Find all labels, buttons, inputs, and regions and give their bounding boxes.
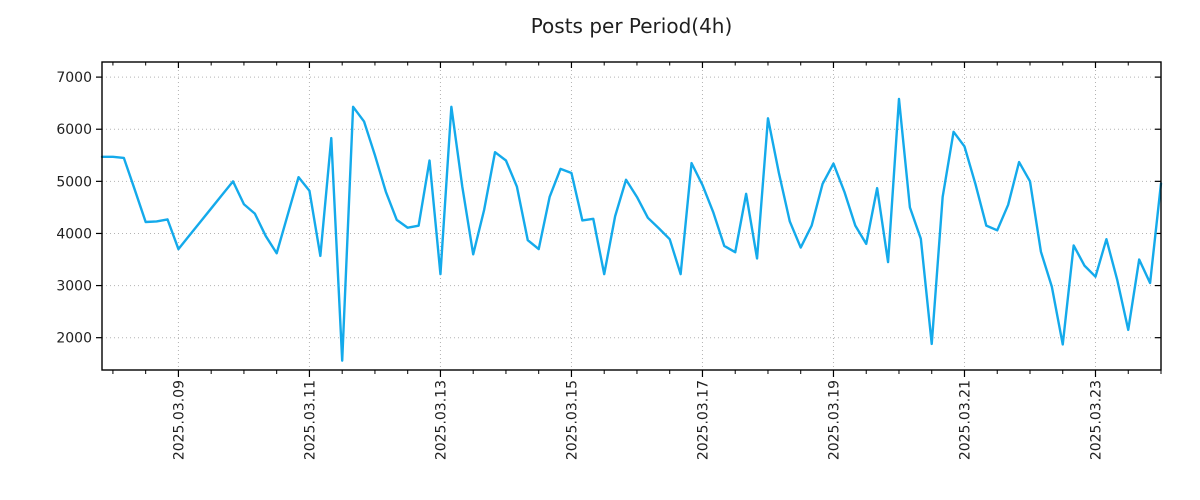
- y-tick-label: 5000: [56, 174, 92, 190]
- x-tick-label: 2025.03.15: [564, 380, 580, 460]
- data-line: [100, 97, 1163, 362]
- chart-title: Posts per Period(4h): [530, 14, 733, 38]
- x-tick-label: 2025.03.09: [171, 380, 187, 460]
- x-tick-label: 2025.03.17: [695, 380, 711, 460]
- x-tick-label: 2025.03.21: [957, 380, 973, 460]
- x-tick-label: 2025.03.19: [826, 380, 842, 460]
- plot-frame: [101, 61, 1162, 371]
- x-tick-label: 2025.03.13: [433, 380, 449, 460]
- x-tick-label: 2025.03.23: [1088, 380, 1104, 460]
- y-tick-label: 2000: [56, 331, 92, 347]
- y-tick-label: 4000: [56, 226, 92, 242]
- x-tick-label: 2025.03.11: [302, 380, 318, 460]
- y-tick-label: 7000: [56, 70, 92, 86]
- y-tick-label: 3000: [56, 279, 92, 295]
- y-tick-label: 6000: [56, 122, 92, 138]
